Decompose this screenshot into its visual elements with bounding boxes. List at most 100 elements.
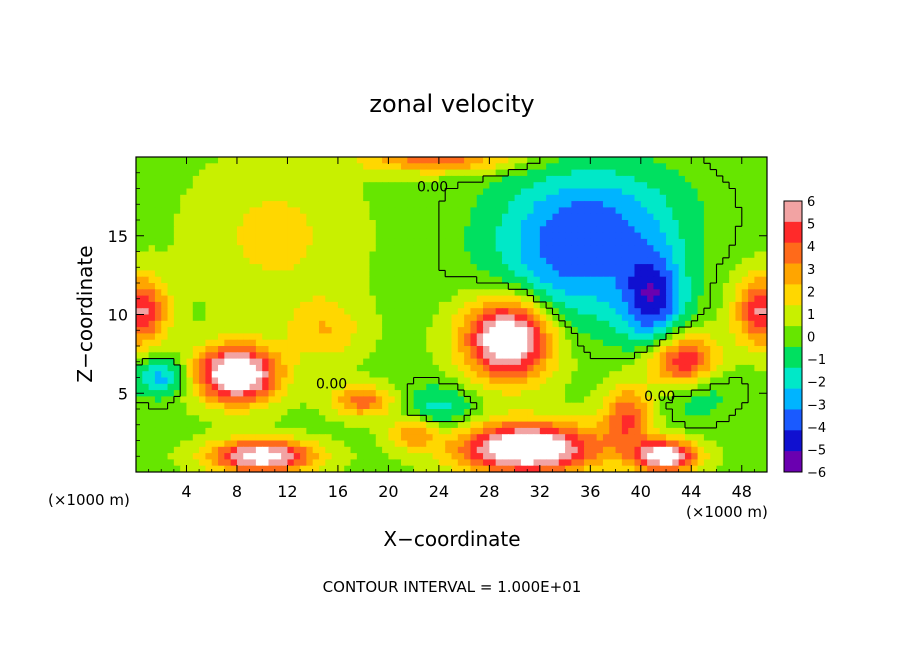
- heat-cell: [350, 446, 358, 454]
- heat-cell: [192, 207, 200, 215]
- heat-cell: [167, 465, 175, 472]
- heat-cell: [710, 251, 718, 259]
- heat-cell: [344, 377, 352, 385]
- heat-cell: [249, 421, 257, 429]
- heat-cell: [470, 396, 478, 404]
- heat-cell: [419, 276, 427, 284]
- heat-cell: [236, 194, 244, 202]
- heat-cell: [344, 465, 352, 472]
- heat-cell: [375, 175, 383, 183]
- heat-cell: [577, 358, 585, 366]
- heat-cell: [331, 459, 339, 467]
- heat-cell: [527, 402, 535, 410]
- heat-cell: [684, 276, 692, 284]
- heat-cell: [236, 201, 244, 208]
- heat-cell: [716, 409, 724, 416]
- heat-cell: [161, 201, 169, 208]
- heat-cell: [186, 213, 194, 221]
- heat-cell: [552, 371, 560, 379]
- heat-cell: [647, 402, 655, 410]
- heat-cell: [211, 182, 219, 190]
- heat-cell: [192, 301, 200, 309]
- heat-cell: [337, 371, 345, 379]
- heat-cell: [167, 175, 175, 183]
- heat-cell: [640, 333, 648, 341]
- heat-cell: [331, 346, 339, 353]
- heat-cell: [173, 346, 181, 353]
- heat-cell: [577, 446, 585, 454]
- heat-cell: [571, 427, 579, 435]
- heat-cell: [602, 207, 610, 215]
- heat-cell: [609, 175, 617, 183]
- heat-cell: [388, 446, 396, 454]
- heat-cell: [268, 188, 276, 196]
- heat-cell: [142, 301, 150, 309]
- heat-cell: [678, 188, 686, 196]
- heat-cell: [331, 358, 339, 366]
- heat-cell: [281, 201, 289, 208]
- heat-cell: [407, 194, 415, 202]
- heat-cell: [180, 415, 188, 423]
- heat-cell: [634, 283, 642, 290]
- heat-cell: [186, 257, 194, 265]
- heat-cell: [464, 320, 472, 328]
- heat-cell: [350, 339, 358, 347]
- heat-cell: [281, 226, 289, 234]
- heat-cell: [615, 251, 623, 259]
- heat-cell: [419, 320, 427, 328]
- heat-cell: [287, 358, 295, 366]
- heat-cell: [173, 213, 181, 221]
- heat-cell: [691, 194, 699, 202]
- heat-cell: [527, 157, 535, 164]
- heat-cell: [501, 308, 509, 316]
- heat-cell: [470, 421, 478, 429]
- heat-cell: [539, 308, 547, 316]
- heat-cell: [577, 465, 585, 472]
- heat-cell: [312, 194, 320, 202]
- heat-cell: [457, 364, 465, 372]
- heat-cell: [154, 427, 162, 435]
- heat-cell: [659, 163, 667, 171]
- heat-cell: [571, 238, 579, 246]
- heat-cell: [508, 232, 516, 240]
- heat-cell: [470, 276, 478, 284]
- heat-cell: [407, 352, 415, 360]
- heat-cell: [432, 459, 440, 467]
- heat-cell: [300, 377, 307, 385]
- heat-cell: [672, 327, 680, 334]
- heat-cell: [426, 308, 434, 316]
- heat-cell: [476, 188, 484, 196]
- heat-cell: [571, 358, 579, 366]
- heat-cell: [413, 377, 421, 385]
- heat-cell: [546, 396, 554, 404]
- heat-cell: [640, 301, 648, 309]
- heat-cell: [445, 245, 453, 253]
- heat-cell: [684, 396, 692, 404]
- heat-cell: [527, 327, 535, 334]
- heat-cell: [312, 371, 320, 379]
- heat-cell: [413, 308, 421, 316]
- heat-cell: [173, 352, 181, 360]
- heat-cell: [464, 232, 472, 240]
- heat-cell: [243, 402, 251, 410]
- heat-cell: [476, 327, 484, 334]
- heat-cell: [318, 358, 326, 366]
- heat-cell: [716, 175, 724, 183]
- heat-cell: [306, 201, 314, 208]
- heat-cell: [464, 270, 472, 278]
- heat-cell: [653, 276, 661, 284]
- heat-cell: [703, 409, 711, 416]
- heat-cell: [571, 289, 579, 297]
- heat-cell: [148, 377, 156, 385]
- heat-cell: [255, 339, 263, 347]
- heat-cell: [470, 251, 478, 259]
- heat-cell: [464, 409, 472, 416]
- heat-cell: [167, 213, 175, 221]
- heat-cell: [331, 276, 339, 284]
- heat-cell: [293, 194, 301, 202]
- heat-cell: [697, 320, 705, 328]
- heat-cell: [281, 163, 289, 171]
- heat-cell: [350, 245, 358, 253]
- heat-cell: [565, 352, 572, 360]
- heat-cell: [331, 295, 339, 303]
